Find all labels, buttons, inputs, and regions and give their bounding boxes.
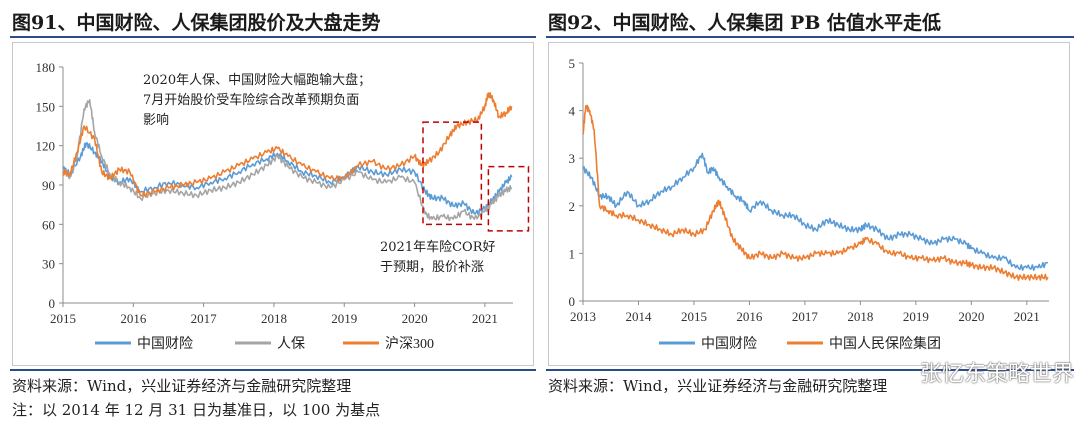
left-x-tick-label: 2019 xyxy=(331,311,357,326)
right-series-line-1 xyxy=(582,152,1049,271)
right-x-tick-label: 2014 xyxy=(625,309,652,324)
annotation-2020-line3: 影响 xyxy=(143,113,170,128)
left-y-tick-label: 180 xyxy=(36,60,56,75)
watermark: 张忆东策略世界 xyxy=(919,362,1074,387)
left-y-tick-label: 120 xyxy=(36,139,56,154)
right-x-tick-label: 2015 xyxy=(681,309,707,324)
right-y-tick-label: 3 xyxy=(569,151,576,166)
left-y-tick-label: 0 xyxy=(49,296,56,311)
annotation-2021-line1: 2021年车险COR好 xyxy=(380,240,496,255)
left-legend-label-3: 沪深300 xyxy=(385,336,434,352)
left-source: 资料来源：Wind，兴业证券经济与金融研究院整理 xyxy=(12,377,352,395)
right-series-line-2 xyxy=(582,104,1049,281)
right-source: 资料来源：Wind，兴业证券经济与金融研究院整理 xyxy=(548,377,888,395)
right-x-tick-label: 2018 xyxy=(847,309,873,324)
right-x-tick-label: 2021 xyxy=(1014,309,1040,324)
annotation-2020-line1: 2020年人保、中国财险大幅跑输大盘； xyxy=(143,73,372,88)
left-x-tick-label: 2018 xyxy=(261,311,287,326)
annotation-2020-line2: 7月开始股价受车险综合改革预期负面 xyxy=(143,93,360,108)
right-y-tick-label: 1 xyxy=(569,246,576,261)
right-y-tick-label: 5 xyxy=(569,56,576,71)
right-y-tick-label: 0 xyxy=(569,294,576,309)
left-series-line-2 xyxy=(62,98,513,222)
right-x-tick-label: 2013 xyxy=(570,309,596,324)
left-legend-label-1: 中国财险 xyxy=(137,336,193,352)
left-x-tick-label: 2021 xyxy=(472,311,498,326)
left-x-tick-label: 2017 xyxy=(191,311,218,326)
highlight-box-2020 xyxy=(422,121,483,226)
left-chart-panel: 0 30 60 90 120 150 180 2015 2016 2017 2018 2019 2020… xyxy=(12,42,534,366)
left-y-tick-label: 30 xyxy=(42,257,55,272)
annotation-2021-line2: 于预期，股价补涨 xyxy=(380,260,485,275)
left-x-tick-label: 2015 xyxy=(50,311,76,326)
left-note: 注：以 2014 年 12 月 31 日为基准日，以 100 为基点 xyxy=(12,401,381,419)
annotation-2021: 2021年车险COR好 于预期，股价补涨 xyxy=(380,238,495,278)
left-chart-title: 图91、中国财险、人保集团股价及大盘走势 xyxy=(12,12,381,34)
right-title-rule xyxy=(546,36,1074,38)
right-chart-title: 图92、中国财险、人保集团 PB 估值水平走低 xyxy=(548,12,942,34)
left-source-rule xyxy=(10,369,536,371)
left-y-tick-label: 90 xyxy=(42,178,55,193)
right-legend-label-1: 中国财险 xyxy=(701,336,757,352)
left-title-rule xyxy=(10,36,536,38)
annotation-2020: 2020年人保、中国财险大幅跑输大盘； 7月开始股价受车险综合改革预期负面 影响 xyxy=(143,71,371,131)
left-chart-svg: 0 30 60 90 120 150 180 2015 2016 2017 2018 2019 2020… xyxy=(36,60,530,352)
left-y-tick-label: 60 xyxy=(42,217,55,232)
left-legend-label-2: 人保 xyxy=(277,336,305,352)
right-chart-panel: 0 1 2 3 4 5 2013 2014 2015 2016 2017 2018 2019 2020 20… xyxy=(548,42,1070,366)
right-x-tick-label: 2019 xyxy=(903,309,929,324)
left-x-tick-label: 2016 xyxy=(120,311,147,326)
left-x-tick-label: 2020 xyxy=(402,311,428,326)
right-x-tick-label: 2016 xyxy=(736,309,763,324)
right-chart-svg: 0 1 2 3 4 5 2013 2014 2015 2016 2017 2018 2019 2020 20… xyxy=(569,56,1049,352)
right-y-tick-label: 2 xyxy=(569,199,576,214)
highlight-box-2021 xyxy=(487,165,530,232)
right-source-rule xyxy=(546,369,1074,371)
right-y-tick-label: 4 xyxy=(569,104,576,119)
right-legend-label-2: 中国人民保险集团 xyxy=(829,335,941,352)
right-x-tick-label: 2020 xyxy=(958,309,984,324)
left-y-tick-label: 150 xyxy=(36,99,56,114)
right-x-tick-label: 2017 xyxy=(792,309,819,324)
